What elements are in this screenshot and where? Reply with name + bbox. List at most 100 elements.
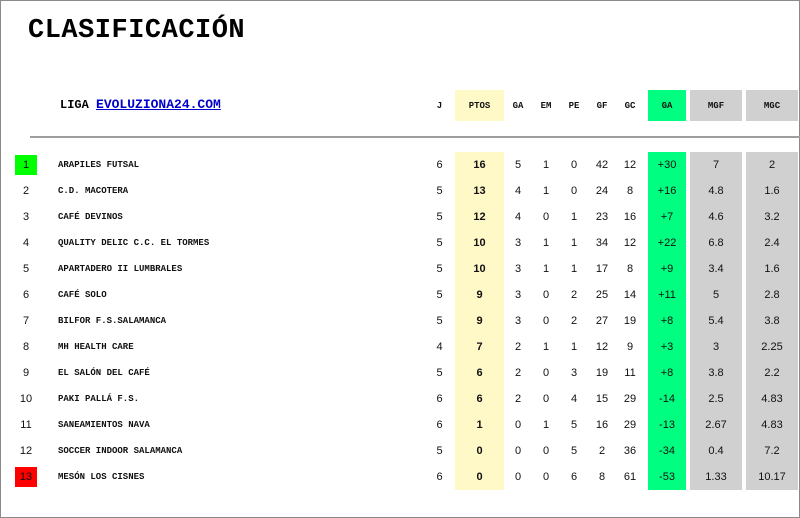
stat-em: 1 — [542, 159, 550, 171]
stat-dif: +7 — [648, 204, 686, 230]
stat-em: 1 — [542, 263, 550, 275]
stat-em: 0 — [542, 289, 550, 301]
position-badge: 12 — [19, 445, 33, 457]
team-name: SANEAMIENTOS NAVA — [58, 420, 150, 430]
team-name: EL SALÓN DEL CAFÉ — [58, 368, 150, 378]
stat-j: 5 — [436, 237, 443, 249]
stat-ga: 3 — [514, 237, 522, 249]
stat-gc: 16 — [623, 211, 637, 223]
stat-mgc: 2 — [746, 152, 798, 178]
table-row: 13 MESÓN LOS CISNES 6 0 0 0 6 8 61 -53 1.33 10.17 — [0, 464, 798, 490]
team-name: MH HEALTH CARE — [58, 342, 134, 352]
table-row: 11 SANEAMIENTOS NAVA 6 1 0 1 5 16 29 -13 2.67 4.83 — [0, 412, 798, 438]
col-gf-header: GF — [596, 100, 608, 111]
stat-mgc: 3.8 — [746, 308, 798, 334]
stat-mgc: 2.25 — [746, 334, 798, 360]
stat-pts: 10 — [455, 256, 504, 282]
stat-mgc: 2.4 — [746, 230, 798, 256]
stat-mgf: 3.4 — [690, 256, 742, 282]
stat-mgf: 5 — [690, 282, 742, 308]
stat-mgc: 10.17 — [746, 464, 798, 490]
stat-dif: +8 — [648, 308, 686, 334]
stat-dif: +11 — [648, 282, 686, 308]
stat-gf: 25 — [595, 289, 609, 301]
stat-pe: 2 — [570, 315, 578, 327]
stat-j: 5 — [436, 211, 443, 223]
stat-ga: 5 — [514, 159, 522, 171]
col-gc-header: GC — [624, 100, 636, 111]
stat-pe: 0 — [570, 159, 578, 171]
stat-pe: 5 — [570, 419, 578, 431]
stat-pe: 5 — [570, 445, 578, 457]
position-badge: 10 — [19, 393, 33, 405]
position-badge: 9 — [22, 367, 30, 379]
team-name: CAFÉ SOLO — [58, 290, 107, 300]
stat-dif: +8 — [648, 360, 686, 386]
stat-mgf: 7 — [690, 152, 742, 178]
stat-gc: 29 — [623, 393, 637, 405]
stat-j: 6 — [436, 419, 443, 431]
stat-mgf: 0.4 — [690, 438, 742, 464]
stat-pe: 1 — [570, 237, 578, 249]
stat-pe: 0 — [570, 185, 578, 197]
stat-dif: +3 — [648, 334, 686, 360]
standings-table: 1 ARAPILES FUTSAL 6 16 5 1 0 42 12 +30 7 2 2 C.D. MAC… — [0, 152, 798, 490]
stat-j: 6 — [436, 393, 443, 405]
stat-j: 6 — [436, 159, 443, 171]
stat-gf: 12 — [595, 341, 609, 353]
col-dif-header: GA — [648, 90, 686, 121]
stat-mgc: 4.83 — [746, 386, 798, 412]
team-name: BILFOR F.S.SALAMANCA — [58, 316, 167, 326]
stat-j: 5 — [436, 263, 443, 275]
stat-mgf: 3.8 — [690, 360, 742, 386]
stat-gf: 24 — [595, 185, 609, 197]
stat-gc: 19 — [623, 315, 637, 327]
team-name: CAFÉ DEVINOS — [58, 212, 123, 222]
stat-ga: 4 — [514, 185, 522, 197]
stat-j: 4 — [436, 341, 443, 353]
stat-pts: 13 — [455, 178, 504, 204]
stat-dif: -34 — [648, 438, 686, 464]
stat-mgf: 1.33 — [690, 464, 742, 490]
stat-pts: 9 — [455, 282, 504, 308]
stat-gc: 36 — [623, 445, 637, 457]
stat-mgc: 2.2 — [746, 360, 798, 386]
stat-mgf: 3 — [690, 334, 742, 360]
stat-ga: 0 — [514, 445, 522, 457]
stat-gf: 8 — [598, 471, 606, 483]
stat-gc: 61 — [623, 471, 637, 483]
position-badge: 7 — [22, 315, 30, 327]
stat-pe: 2 — [570, 289, 578, 301]
position-badge: 3 — [22, 211, 30, 223]
stat-mgc: 2.8 — [746, 282, 798, 308]
stat-mgc: 4.83 — [746, 412, 798, 438]
stat-mgf: 4.6 — [690, 204, 742, 230]
stat-gf: 16 — [595, 419, 609, 431]
table-row: 1 ARAPILES FUTSAL 6 16 5 1 0 42 12 +30 7 2 — [0, 152, 798, 178]
position-badge: 5 — [22, 263, 30, 275]
stat-em: 0 — [542, 471, 550, 483]
page-title: CLASIFICACIÓN — [28, 16, 246, 46]
stat-dif: -13 — [648, 412, 686, 438]
position-badge: 8 — [22, 341, 30, 353]
stat-pts: 0 — [455, 464, 504, 490]
stat-mgc: 3.2 — [746, 204, 798, 230]
stat-mgc: 1.6 — [746, 178, 798, 204]
stat-pe: 1 — [570, 211, 578, 223]
stat-em: 0 — [542, 445, 550, 457]
stat-pts: 12 — [455, 204, 504, 230]
stat-mgf: 4.8 — [690, 178, 742, 204]
stat-gf: 42 — [595, 159, 609, 171]
standings-header: J PTOS GA EM PE GF GC GA MGF MGC — [0, 90, 798, 121]
stat-em: 1 — [542, 341, 550, 353]
stat-mgc: 7.2 — [746, 438, 798, 464]
stat-gf: 27 — [595, 315, 609, 327]
stat-em: 0 — [542, 315, 550, 327]
league-link[interactable]: EVOLUZIONA24.COM — [96, 97, 221, 112]
table-row: 4 QUALITY DELIC C.C. EL TORMES 5 10 3 1 1 34 12 +… — [0, 230, 798, 256]
team-name: MESÓN LOS CISNES — [58, 472, 145, 482]
col-mgc-header: MGC — [746, 90, 798, 121]
stat-pts: 10 — [455, 230, 504, 256]
stat-gc: 9 — [626, 341, 634, 353]
team-name: C.D. MACOTERA — [58, 186, 129, 196]
